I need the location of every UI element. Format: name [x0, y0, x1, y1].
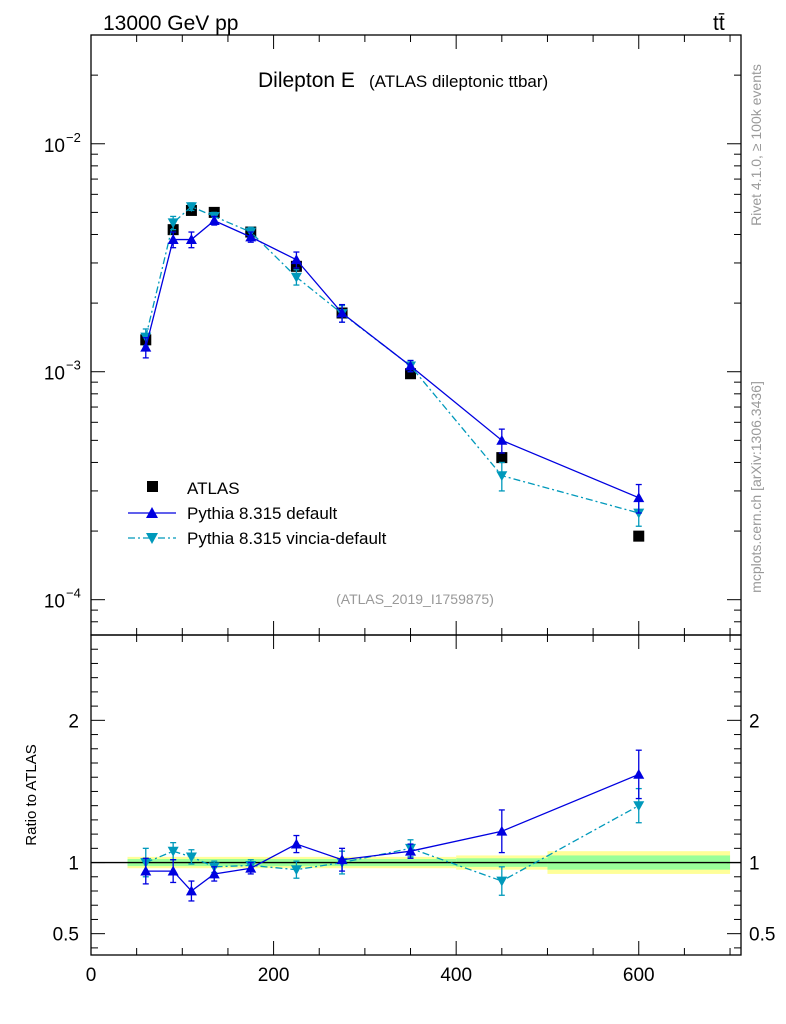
pythia-default-point: [140, 341, 152, 352]
pythia-default-point: [496, 434, 508, 445]
pythia-default-ratio-point: [245, 862, 257, 873]
x-tick-label: 0: [86, 965, 97, 986]
atlas-data-point: [405, 368, 417, 380]
mcplots-label: mcplots.cern.ch [arXiv:1306.3436]: [748, 381, 764, 593]
pythia-vincia-ratio-point: [185, 852, 197, 863]
pythia-default-point: [405, 360, 417, 371]
main-y-tick-labels: 10−210−310−4: [44, 130, 81, 613]
y-tick-label: 10: [44, 364, 65, 385]
pythia-vincia-ratio-point: [633, 801, 645, 812]
pythia-vincia-point: [167, 218, 179, 229]
rivet-version-label: Rivet 4.1.0, ≥ 100k events: [748, 64, 764, 226]
y-tick-label-exponent: −4: [66, 586, 81, 601]
analysis-id-label: (ATLAS_2019_I1759875): [336, 591, 494, 607]
legend: ATLAS Pythia 8.315 default Pythia 8.315 …: [128, 479, 387, 548]
legend-label-pythia-vincia: Pythia 8.315 vincia-default: [187, 529, 387, 548]
pythia-vincia-ratio-point: [496, 876, 508, 887]
pythia-default-ratio-line: [145, 773, 640, 892]
ratio-y-tick-label-left: 0.5: [53, 925, 79, 946]
x-tick-label: 600: [623, 965, 655, 986]
y-tick-label-exponent: −3: [66, 358, 81, 373]
y-tick-label-exponent: −2: [66, 130, 81, 145]
pythia-default-ratio-point: [290, 838, 302, 849]
pythia-default-line: [145, 219, 640, 499]
pythia-default-point: [245, 231, 257, 242]
ratio-y-tick-label-right: 0.5: [749, 925, 775, 946]
legend-marker-pythia-default: [146, 507, 158, 518]
pythia-vincia-line: [145, 205, 639, 514]
plot-title: Dilepton E: [258, 69, 355, 92]
ratio-series-marks: [140, 749, 645, 902]
pythia-default-ratio-point: [405, 845, 417, 856]
ratio-plot-panel: 0.5 0.5 1 1 2 2 0 200 400 600 Ratio to ATLAS: [23, 634, 776, 986]
pythia-default-point: [185, 234, 197, 244]
pythia-default-ratio-point: [496, 825, 508, 836]
pythia-vincia-point: [496, 471, 508, 482]
pythia-default-point: [633, 492, 645, 503]
pythia-default-ratio-point: [167, 865, 179, 876]
pythia-default-ratio-point: [185, 885, 197, 896]
pythia-default-ratio-point: [633, 768, 645, 779]
ratio-y-tick-label-left: 1: [68, 854, 79, 875]
main-plot-panel: Dilepton E (ATLAS dileptonic ttbar) (ATL…: [44, 34, 742, 636]
ratio-y-axis-label: Ratio to ATLAS: [23, 744, 40, 845]
pythia-default-point: [208, 215, 220, 226]
ratio-axis-ticks: [90, 634, 741, 955]
plot-subtitle: (ATLAS dileptonic ttbar): [369, 72, 548, 91]
y-tick-label: 10: [44, 592, 65, 613]
main-series-marks: [140, 202, 645, 542]
pythia-default-point: [290, 254, 302, 265]
pythia-default-ratio-point: [208, 868, 220, 879]
pythia-vincia-point: [290, 272, 302, 283]
pythia-vincia-ratio-point: [167, 846, 179, 857]
pythia-default-point: [167, 234, 179, 244]
atlas-data-point: [633, 530, 645, 542]
ratio-uncertainty-bands: [91, 851, 741, 874]
energy-label: 13000 GeV pp: [103, 12, 238, 35]
ratio-plot-frame: [90, 634, 742, 956]
x-tick-label: 400: [440, 965, 472, 986]
ratio-y-tick-label-right: 1: [749, 854, 760, 875]
ratio-tick-labels: 0.5 0.5 1 1 2 2 0 200 400 600: [53, 711, 776, 986]
main-axis-ticks: [90, 34, 741, 636]
legend-label-atlas: ATLAS: [187, 479, 240, 498]
y-tick-label: 10: [44, 136, 65, 157]
legend-marker-pythia-vincia: [146, 533, 158, 544]
process-label: tt̄: [713, 12, 725, 35]
ratio-y-tick-label-right: 2: [749, 711, 760, 732]
pythia-vincia-ratio-line: [145, 805, 640, 882]
x-tick-label: 200: [258, 965, 290, 986]
pythia-default-point: [336, 307, 348, 318]
pythia-default-ratio-point: [336, 854, 348, 865]
legend-label-pythia-default: Pythia 8.315 default: [187, 504, 338, 523]
ratio-y-tick-label-left: 2: [68, 711, 79, 732]
pythia-vincia-ratio-point: [290, 865, 302, 876]
legend-marker-atlas: [147, 481, 158, 492]
pythia-vincia-point: [185, 202, 197, 213]
pythia-default-ratio-point: [140, 865, 152, 876]
atlas-data-point: [496, 452, 508, 464]
